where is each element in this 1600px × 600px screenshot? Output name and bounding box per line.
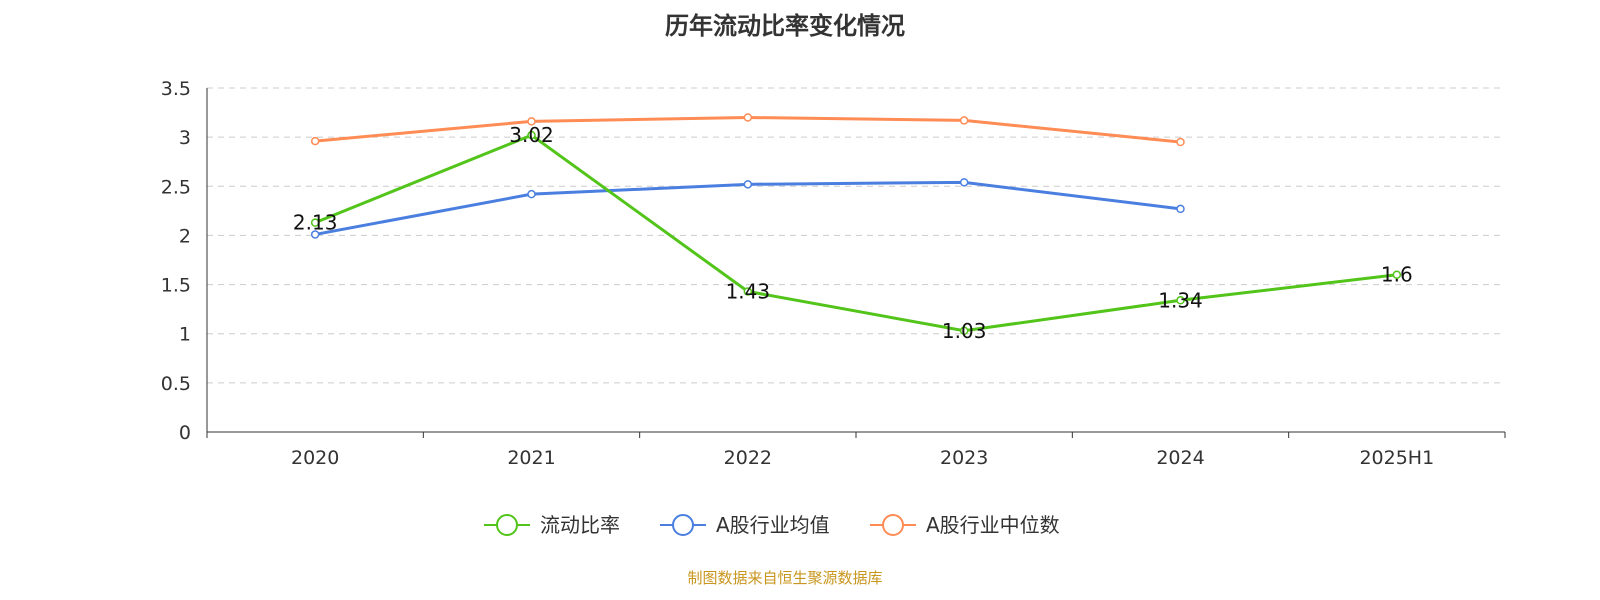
data-point xyxy=(310,230,320,239)
data-point xyxy=(743,180,753,189)
y-tick-label: 0.5 xyxy=(161,373,191,395)
series-line-0 xyxy=(314,133,1398,333)
data-point xyxy=(959,116,969,125)
legend-label: A股行业中位数 xyxy=(926,513,1060,537)
data-label: 1.03 xyxy=(942,319,987,343)
chart-title: 历年流动比率变化情况 xyxy=(665,12,905,40)
y-tick-label: 2.5 xyxy=(161,176,191,198)
data-point xyxy=(1176,137,1185,147)
data-label: 1.6 xyxy=(1381,263,1413,287)
x-tick-label: 2021 xyxy=(507,447,555,469)
x-tick-label: 2024 xyxy=(1156,447,1204,469)
x-tick-label: 2022 xyxy=(724,447,772,469)
data-point xyxy=(310,136,320,146)
legend-label: A股行业均值 xyxy=(716,513,830,537)
y-tick-label: 3.5 xyxy=(161,78,191,100)
data-point xyxy=(1176,204,1185,214)
data-label: 3.02 xyxy=(509,123,554,147)
y-tick-label: 2 xyxy=(179,225,191,247)
data-point xyxy=(959,178,969,187)
data-label: 1.43 xyxy=(726,279,771,303)
data-point xyxy=(310,218,320,227)
x-tick-label: 2020 xyxy=(291,447,339,469)
series-line-1 xyxy=(314,180,1181,236)
data-point xyxy=(527,117,536,126)
x-tick-label: 2025H1 xyxy=(1359,447,1434,469)
data-label: 1.34 xyxy=(1158,288,1203,312)
data-point xyxy=(959,326,969,336)
data-label: 2.13 xyxy=(293,211,338,235)
data-point xyxy=(1176,296,1185,305)
legend-marker-icon xyxy=(882,514,904,536)
x-tick-label: 2023 xyxy=(940,447,988,469)
legend-marker-icon xyxy=(672,514,694,536)
legend-label: 流动比率 xyxy=(540,513,620,537)
data-point xyxy=(743,287,753,296)
data-point xyxy=(1392,270,1402,279)
y-tick-label: 0 xyxy=(179,422,191,444)
y-tick-label: 1 xyxy=(179,324,191,346)
y-tick-label: 3 xyxy=(179,127,191,149)
data-point xyxy=(527,130,536,140)
y-tick-label: 1.5 xyxy=(161,275,191,297)
data-point xyxy=(527,189,536,199)
data-point xyxy=(743,113,753,122)
legend-marker-icon xyxy=(496,514,518,536)
source-footer: 制图数据来自恒生聚源数据库 xyxy=(687,569,883,587)
